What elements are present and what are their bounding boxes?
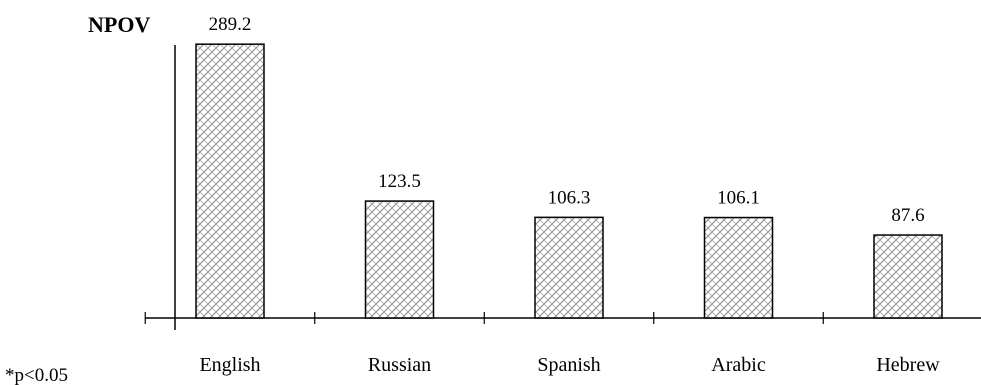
value-label: 289.2: [209, 14, 252, 35]
x-ticks: [144, 312, 824, 324]
value-labels: 289.2 123.5 106.3 106.1 87.6: [209, 14, 925, 226]
category-label: Russian: [368, 354, 431, 376]
bar-russian: [364, 200, 435, 319]
value-label: 106.3: [548, 187, 591, 208]
category-label: English: [199, 354, 260, 376]
category-label: Arabic: [711, 354, 766, 376]
category-labels: English Russian Spanish Arabic Hebrew: [199, 354, 940, 376]
chart-title: NPOV: [88, 12, 150, 37]
bar-hebrew: [873, 234, 943, 319]
category-label: Spanish: [537, 354, 600, 376]
value-label: 123.5: [378, 171, 421, 192]
value-label: 87.6: [891, 205, 924, 226]
bar-english: [195, 43, 265, 319]
bar-spanish: [534, 216, 604, 319]
bar-arabic: [703, 216, 774, 319]
footnote: *p<0.05: [5, 365, 68, 385]
category-label: Hebrew: [876, 354, 940, 376]
value-label: 106.1: [717, 188, 760, 209]
bars: [195, 43, 943, 319]
